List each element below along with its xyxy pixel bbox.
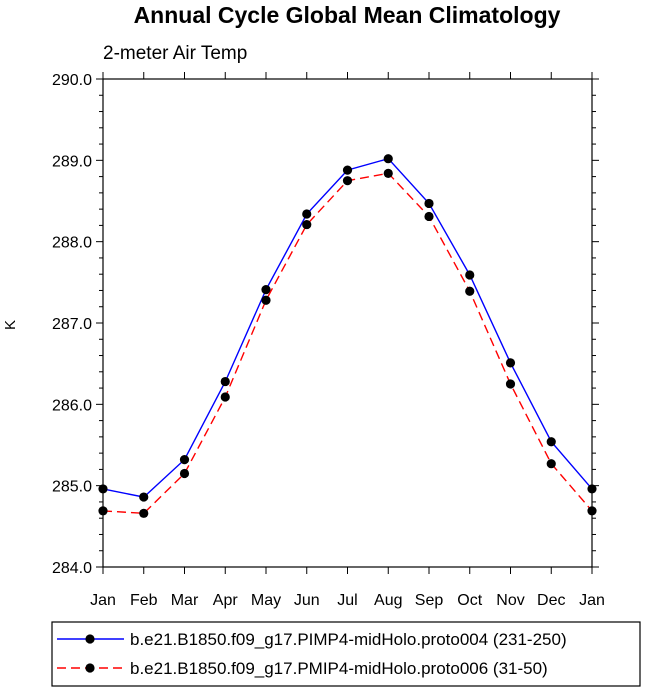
series-2-point bbox=[220, 392, 230, 402]
series-line-2 bbox=[102, 172, 593, 515]
legend-box bbox=[51, 621, 641, 687]
series-1-point bbox=[139, 492, 149, 502]
series-2-point bbox=[587, 506, 597, 516]
series-2-point bbox=[424, 211, 434, 222]
y-tick-label: 290.0 bbox=[52, 72, 92, 89]
x-tick-label: Oct bbox=[457, 592, 482, 609]
series-2-point bbox=[546, 459, 556, 469]
y-tick-label: 287.0 bbox=[52, 316, 92, 333]
y-tick-label: 288.0 bbox=[52, 235, 92, 252]
y-tick-label: 285.0 bbox=[52, 479, 92, 496]
x-tick-label: Jun bbox=[294, 592, 320, 609]
series-line-1 bbox=[102, 157, 593, 498]
chart-title: Annual Cycle Global Mean Climatology bbox=[134, 2, 561, 28]
series-2-point bbox=[261, 295, 271, 305]
series-1-point bbox=[587, 484, 597, 494]
series-1-point bbox=[505, 358, 516, 368]
legend-marker-2 bbox=[85, 663, 95, 673]
x-tick-label: May bbox=[251, 592, 281, 609]
legend-label-2: b.e21.B1850.f09_g17.PMIP4-midHolo.proto0… bbox=[130, 659, 548, 678]
series-2-point bbox=[342, 176, 353, 186]
series-1-point bbox=[546, 437, 556, 447]
y-axis-label: K bbox=[2, 320, 19, 330]
plot-frame bbox=[102, 78, 593, 568]
x-tick-label: Jul bbox=[337, 592, 357, 609]
x-tick-label: Sep bbox=[415, 592, 444, 609]
x-tick-label: Jan bbox=[579, 592, 605, 609]
legend-label-1: b.e21.B1850.f09_g17.PIMP4-midHolo.proto0… bbox=[130, 630, 567, 649]
x-tick-label: Apr bbox=[213, 592, 239, 609]
series-2-point bbox=[465, 286, 475, 296]
y-tick-label: 289.0 bbox=[52, 153, 92, 170]
y-tick-label: 284.0 bbox=[52, 560, 92, 577]
series-1-point bbox=[220, 376, 230, 387]
x-tick-label: Mar bbox=[171, 592, 199, 609]
chart-subtitle: 2-meter Air Temp bbox=[103, 43, 247, 64]
series-1-point bbox=[98, 484, 108, 494]
x-tick-label: Jan bbox=[90, 592, 116, 609]
series-1-point bbox=[261, 285, 271, 295]
series-2-point bbox=[505, 379, 516, 389]
series-1-point bbox=[342, 165, 353, 175]
x-tick-label: Feb bbox=[130, 592, 158, 609]
x-tick-label: Aug bbox=[374, 592, 402, 609]
series-2-point bbox=[179, 468, 190, 479]
legend-marker-1 bbox=[85, 634, 95, 644]
legend: b.e21.B1850.f09_g17.PIMP4-midHolo.proto0… bbox=[51, 621, 641, 687]
series-2-point bbox=[383, 168, 393, 178]
plot-area: 284.0 285.0 286.0 287.0 288.0 289.0 290.0 Jan Fe… bbox=[52, 72, 605, 609]
y-tick-label: 286.0 bbox=[52, 397, 92, 414]
x-tick-label: Nov bbox=[496, 592, 524, 609]
series-2-point bbox=[98, 506, 108, 516]
series-1-point bbox=[179, 455, 190, 465]
series-2-point bbox=[139, 508, 149, 518]
x-tick-label: Dec bbox=[537, 592, 565, 609]
series-1-point bbox=[383, 154, 393, 164]
series-2-point bbox=[302, 219, 312, 230]
series-1-point bbox=[465, 270, 475, 280]
series-1-point bbox=[302, 209, 312, 219]
series-1-point bbox=[424, 198, 434, 209]
